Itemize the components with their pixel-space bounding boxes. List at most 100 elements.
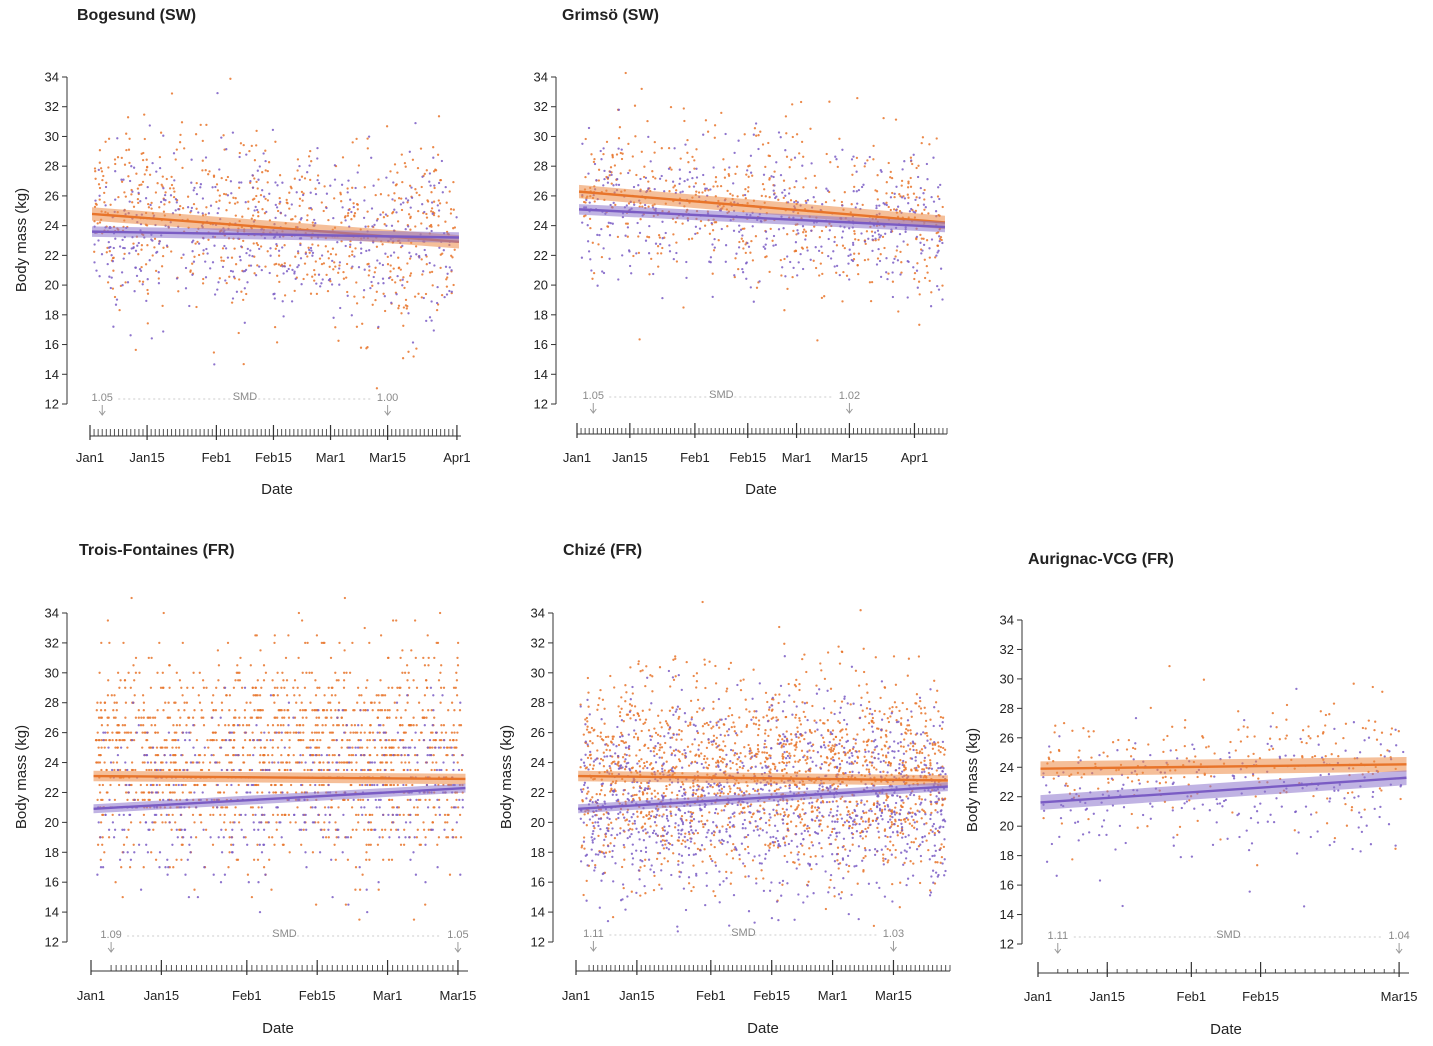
female-point	[164, 191, 166, 193]
female-point	[345, 709, 347, 711]
female-point	[426, 169, 428, 171]
female-point	[889, 707, 891, 709]
male-point	[244, 322, 246, 324]
male-point	[400, 754, 402, 756]
male-point	[921, 249, 923, 251]
male-point	[581, 143, 583, 145]
female-point	[384, 709, 386, 711]
smd-end-value: 1.05	[447, 929, 468, 941]
female-point	[628, 202, 630, 204]
male-point	[856, 202, 858, 204]
female-point	[798, 152, 800, 154]
female-point	[417, 293, 419, 295]
female-point	[258, 201, 260, 203]
male-point	[851, 158, 853, 160]
male-point	[244, 287, 246, 289]
female-point	[154, 724, 156, 726]
female-point	[600, 732, 602, 734]
female-point	[130, 821, 132, 823]
female-point	[849, 771, 851, 773]
female-point	[242, 724, 244, 726]
female-point	[665, 788, 667, 790]
male-point	[877, 230, 879, 232]
male-point	[874, 238, 876, 240]
male-point	[245, 153, 247, 155]
female-point	[755, 135, 757, 137]
male-point	[99, 836, 101, 838]
female-point	[205, 829, 207, 831]
female-point	[238, 278, 240, 280]
male-point	[253, 829, 255, 831]
female-point	[456, 731, 458, 733]
female-point	[177, 709, 179, 711]
female-point	[259, 694, 261, 696]
male-point	[159, 851, 161, 853]
female-point	[841, 700, 843, 702]
male-point	[402, 784, 404, 786]
female-point	[877, 198, 879, 200]
male-point	[871, 239, 873, 241]
female-point	[451, 702, 453, 704]
x-tick-label: Jan15	[129, 450, 164, 465]
female-point	[654, 790, 656, 792]
male-point	[336, 241, 338, 243]
female-point	[253, 709, 255, 711]
panel-trois-fontaines: Trois-Fontaines (FR) Date Body mass (kg)…	[13, 542, 476, 1037]
female-point	[717, 812, 719, 814]
female-point	[283, 687, 285, 689]
male-point	[280, 212, 282, 214]
male-point	[277, 761, 279, 763]
male-point	[907, 296, 909, 298]
male-point	[901, 168, 903, 170]
female-point	[422, 717, 424, 719]
female-point	[111, 739, 113, 741]
female-point	[915, 167, 917, 169]
x-tick-label: Feb1	[232, 988, 262, 1003]
male-point	[376, 219, 378, 221]
female-point	[260, 194, 262, 196]
male-point	[125, 784, 127, 786]
male-point	[351, 314, 353, 316]
female-point	[101, 844, 103, 846]
female-point	[437, 154, 439, 156]
female-point	[135, 791, 137, 793]
female-point	[342, 156, 344, 158]
male-point	[750, 155, 752, 157]
female-point	[729, 767, 731, 769]
female-point	[346, 263, 348, 265]
male-point	[361, 814, 363, 816]
female-point	[929, 280, 931, 282]
female-point	[100, 702, 102, 704]
male-point	[839, 274, 841, 276]
female-point	[315, 260, 317, 262]
female-point	[745, 252, 747, 254]
female-point	[171, 92, 173, 94]
female-point	[713, 249, 715, 251]
female-point	[207, 173, 209, 175]
male-point	[363, 754, 365, 756]
male-point	[940, 268, 942, 270]
female-point	[162, 769, 164, 771]
male-point	[376, 806, 378, 808]
female-point	[150, 657, 152, 659]
female-point	[417, 769, 419, 771]
female-point	[363, 296, 365, 298]
female-point	[637, 235, 639, 237]
female-point	[234, 806, 236, 808]
female-point	[411, 739, 413, 741]
female-point	[444, 221, 446, 223]
female-point	[288, 192, 290, 194]
male-point	[443, 739, 445, 741]
female-point	[128, 162, 130, 164]
male-point	[405, 746, 407, 748]
female-point	[400, 761, 402, 763]
female-point	[381, 243, 383, 245]
female-point	[117, 156, 119, 158]
female-point	[101, 170, 103, 172]
female-point	[161, 265, 163, 267]
male-point	[435, 731, 437, 733]
male-point	[794, 157, 796, 159]
female-point	[127, 829, 129, 831]
male-point	[384, 295, 386, 297]
female-point	[411, 784, 413, 786]
